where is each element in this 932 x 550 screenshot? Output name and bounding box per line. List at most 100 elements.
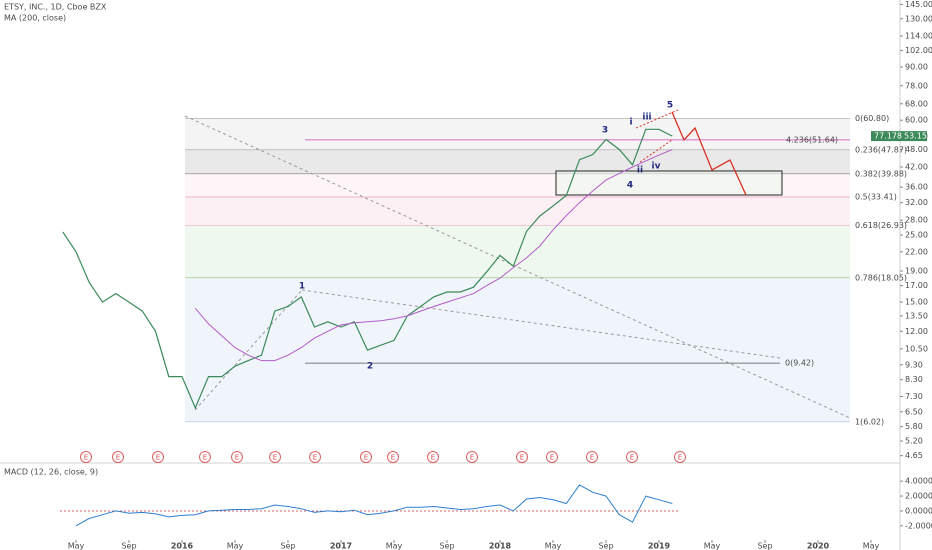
y-tick-label: 42.00	[905, 162, 928, 171]
y-tick-label: 19.00	[905, 267, 928, 276]
earnings-label: E	[520, 454, 524, 462]
macd-line	[75, 484, 673, 527]
y-tick-label: 15.00	[905, 298, 928, 307]
x-tick-label: May	[227, 542, 244, 550]
wave-label: 4	[627, 181, 633, 191]
fib-label: 0.5(33.41)	[855, 193, 897, 202]
x-tick-label: Sep	[439, 542, 454, 550]
wave-label: 3	[602, 126, 608, 136]
projection-path	[671, 111, 747, 196]
countdown-label: 77.178	[874, 132, 902, 141]
x-tick-label: Sep	[598, 542, 613, 550]
y-tick-label: 68.00	[905, 99, 928, 108]
wave-label: iii	[642, 113, 651, 123]
wave-label: i	[629, 118, 632, 128]
wave-label: iv	[652, 162, 661, 172]
y-tick-label: 7.30	[905, 392, 923, 401]
wave-label: 1	[299, 282, 305, 292]
fib-zone	[185, 197, 850, 226]
fib-label: 0.618(26.93)	[855, 221, 907, 230]
macd-y-tick-label: -2.0000	[905, 521, 932, 530]
x-tick-label: Sep	[121, 542, 136, 550]
x-tick-label: Sep	[757, 542, 772, 550]
y-tick-label: 145.00	[905, 0, 932, 9]
x-tick-label: 2020	[807, 542, 830, 550]
x-tick-label: 2018	[489, 542, 512, 550]
earnings-marker	[80, 451, 92, 463]
earnings-label: E	[470, 454, 474, 462]
y-tick-label: 25.00	[905, 231, 928, 240]
earnings-marker	[387, 451, 399, 463]
y-tick-label: 13.50	[905, 311, 928, 320]
fib-zone-group	[185, 118, 850, 423]
x-tick-label: May	[704, 542, 721, 550]
earnings-marker	[152, 451, 164, 463]
x-tick-label: May	[545, 542, 562, 550]
wave-line	[194, 289, 303, 411]
x-tick-label: May	[863, 542, 880, 550]
macd-y-tick-label: 2.0000	[905, 492, 932, 501]
macd-y-tick-label: 0.0000	[905, 506, 932, 515]
y-tick-label: 114.00	[905, 32, 932, 41]
y-tick-label: 5.80	[905, 422, 923, 431]
y-tick-label: 48.00	[905, 145, 928, 154]
earnings-label: E	[550, 454, 554, 462]
wave-line	[301, 289, 781, 359]
fib-label: 0(60.80)	[855, 114, 889, 123]
earnings-label: E	[313, 454, 317, 462]
earnings-marker	[427, 451, 439, 463]
wave-label: ii	[637, 166, 643, 176]
macd-label: MACD (12, 26, close, 9)	[4, 468, 98, 477]
fib-zone	[185, 149, 850, 174]
earnings-marker	[360, 451, 372, 463]
y-tick-label: 22.00	[905, 247, 928, 256]
earnings-label: E	[273, 454, 277, 462]
x-tick-label: May	[68, 542, 85, 550]
last-price-tag	[871, 131, 927, 142]
x-tick-label: 2019	[648, 542, 671, 550]
y-tick-label: 12.00	[905, 327, 928, 336]
earnings-label: E	[203, 454, 207, 462]
earnings-label: E	[116, 454, 120, 462]
fib-label: 0.786(18.05)	[855, 273, 907, 282]
trend-line	[184, 115, 851, 419]
earnings-label: E	[431, 454, 435, 462]
earnings-label: E	[590, 454, 594, 462]
fib-label: 1(6.02)	[855, 417, 884, 426]
extension-label: 4.236(51.64)	[786, 135, 838, 144]
earnings-marker	[112, 451, 124, 463]
earnings-label: E	[391, 454, 395, 462]
earnings-label: E	[84, 454, 88, 462]
y-tick-label: 6.50	[905, 407, 923, 416]
earnings-label: E	[235, 454, 239, 462]
wave-label: 5	[667, 101, 673, 111]
fib-zone	[185, 118, 850, 150]
y-tick-label: 10.50	[905, 344, 928, 353]
target-box	[555, 170, 783, 196]
y-tick-label: 60.00	[905, 116, 928, 125]
fib-zone	[185, 277, 850, 422]
y-tick-label: 17.00	[905, 281, 928, 290]
y-tick-label: 32.00	[905, 198, 928, 207]
price-line	[62, 128, 673, 410]
y-tick-label: 102.00	[905, 46, 932, 55]
macd-y-tick-label: 4.0000	[905, 477, 932, 486]
wave-label: 2	[367, 362, 373, 372]
earnings-marker	[586, 451, 598, 463]
y-tick-label: 90.00	[905, 63, 928, 72]
x-tick-label: 2016	[171, 542, 194, 550]
y-tick-label: 8.30	[905, 375, 923, 384]
earnings-marker	[626, 451, 638, 463]
y-tick-label: 4.65	[905, 451, 923, 460]
last-price-label: 53.15	[904, 132, 927, 141]
ma-line	[194, 149, 673, 362]
earnings-label: E	[630, 454, 634, 462]
y-tick-label: 5.20	[905, 437, 923, 446]
y-tick-label: 78.00	[905, 81, 928, 90]
x-tick-label: May	[386, 542, 403, 550]
x-tick-label: Sep	[280, 542, 295, 550]
earnings-label: E	[156, 454, 160, 462]
channel-line	[639, 139, 673, 163]
earnings-marker	[269, 451, 281, 463]
